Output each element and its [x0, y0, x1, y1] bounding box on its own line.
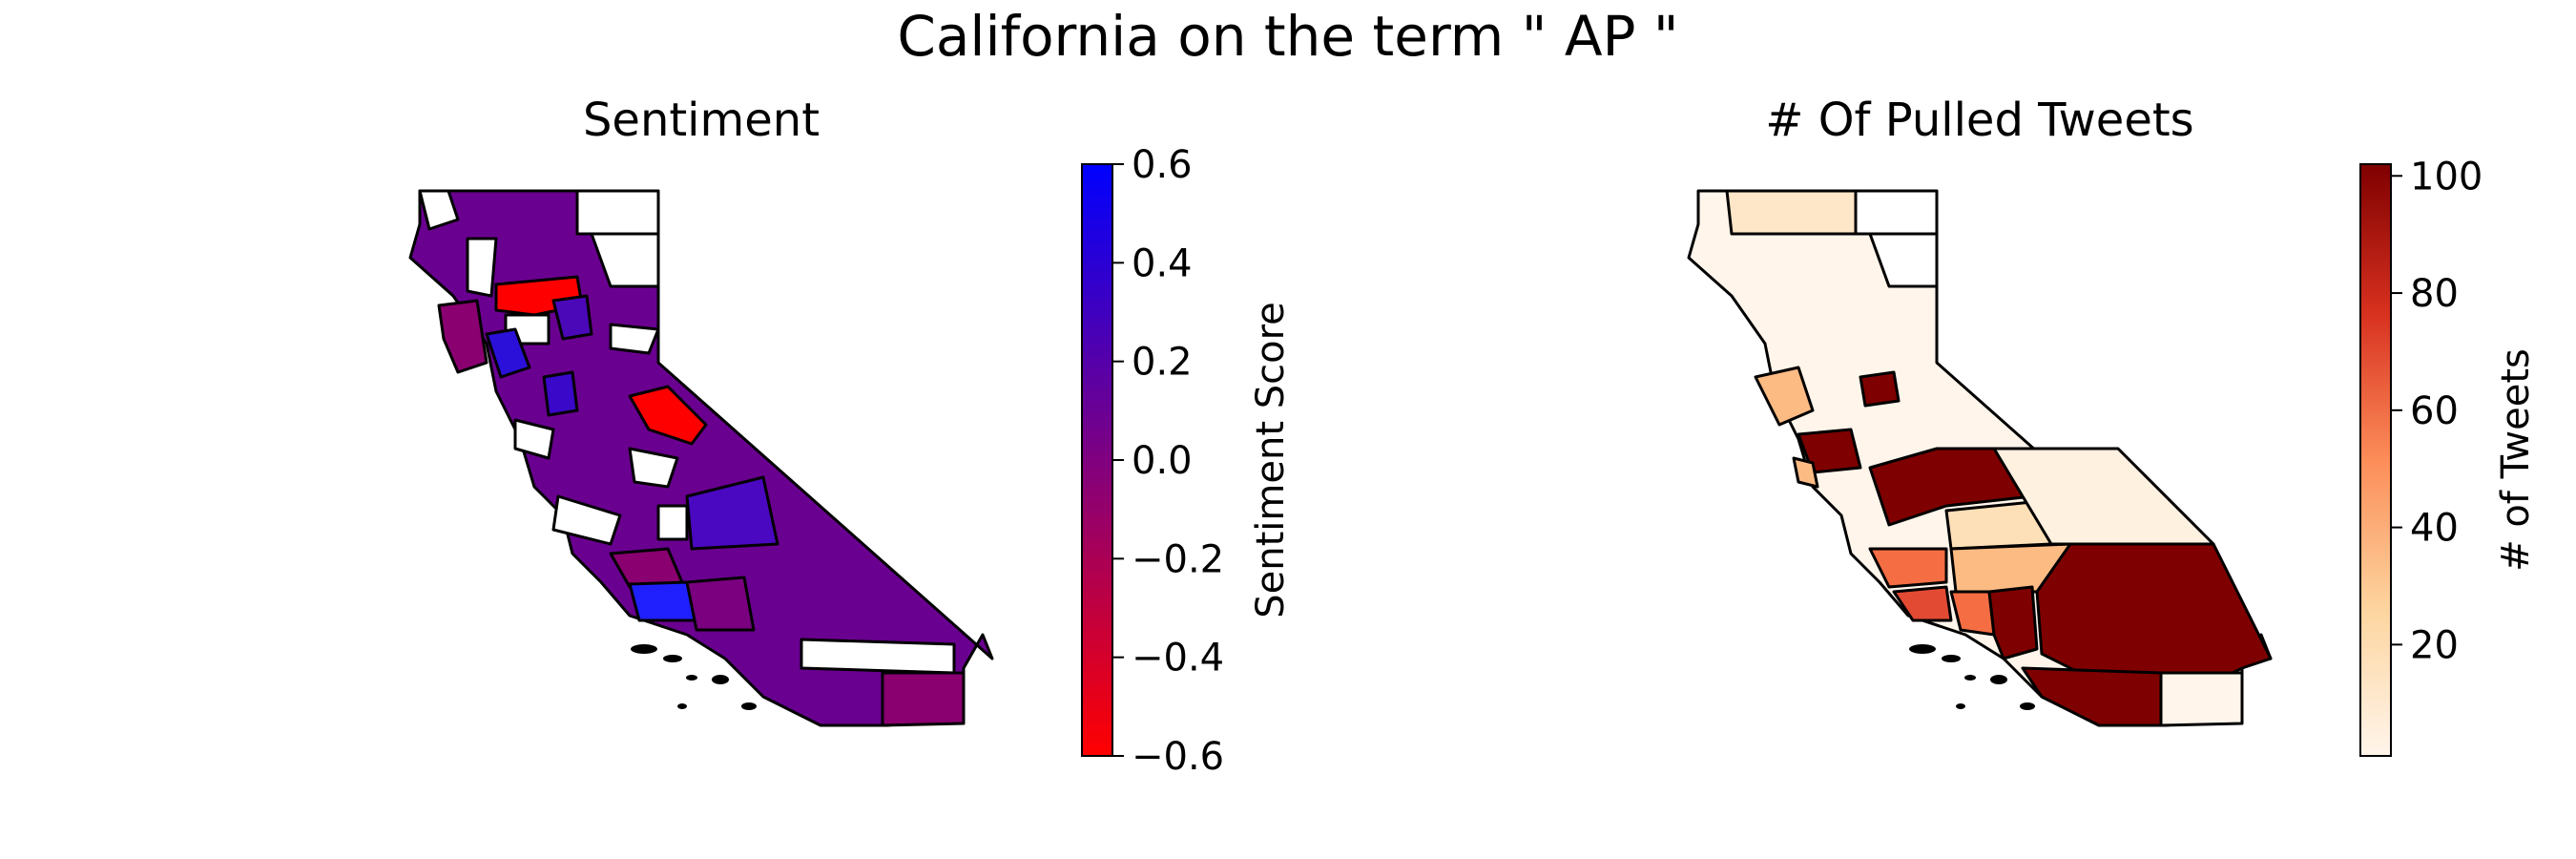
no-data-county	[466, 237, 498, 298]
tweets-colorbar-ticks: 100 80 60 40 20	[2391, 155, 2483, 667]
colorbar-tick-label: 0.0	[1132, 439, 1193, 483]
colorbar-tick-label: 20	[2410, 623, 2459, 667]
sentiment-colorbar-ticks: 0.6 0.4 0.2 0.0 −0.2 −0.4 −0.6	[1112, 143, 1224, 779]
county-butte	[551, 294, 593, 341]
no-data-county	[628, 447, 679, 489]
county-lake	[485, 327, 531, 379]
colorbar-tick-label: 0.6	[1132, 143, 1193, 187]
county-marin-area	[1754, 366, 1815, 427]
county-santa-barbara	[1868, 547, 1948, 589]
county-sutter	[542, 370, 579, 417]
county-lassen	[1868, 232, 1939, 288]
county-imperial	[881, 671, 966, 727]
county-riverside-sb	[2035, 542, 2273, 675]
sentiment-panel-title: Sentiment	[583, 94, 820, 147]
no-data-county	[800, 638, 956, 675]
county-ventura	[685, 576, 756, 632]
sentiment-map	[408, 189, 994, 727]
county-modoc	[1854, 189, 1939, 236]
colorbar-tick-label: −0.2	[1132, 537, 1224, 581]
no-data-county	[590, 232, 660, 288]
county-alpine	[628, 385, 708, 446]
tweets-panel: # Of Pulled Tweets	[1687, 94, 2538, 757]
colorbar-tick-label: −0.6	[1132, 735, 1224, 779]
county-alameda	[1797, 428, 1862, 474]
county-fresno	[685, 475, 779, 551]
colorbar-tick-label: 0.2	[1132, 341, 1193, 385]
tweets-map	[1687, 189, 2273, 727]
county-los-angeles	[1987, 585, 2039, 660]
county-siskiyou	[1725, 189, 1858, 236]
no-data-county	[418, 189, 460, 231]
no-data-county	[513, 418, 555, 460]
county-san-luis	[1892, 585, 1953, 622]
colorbar-tick-label: 60	[2410, 389, 2459, 433]
colorbar-tick-label: −0.4	[1132, 637, 1224, 681]
colorbar-tick-label: 100	[2410, 155, 2483, 199]
sentiment-panel: Sentiment	[408, 94, 1293, 779]
colorbar-tick-label: 0.4	[1132, 241, 1193, 285]
no-data-county	[575, 189, 660, 236]
tweets-colorbar-label: # of Tweets	[2494, 348, 2538, 572]
channel-islands	[1909, 644, 2035, 710]
county-san-diego	[2021, 666, 2163, 727]
sentiment-colorbar-label: Sentiment Score	[1249, 302, 1293, 618]
figure-title: California on the term " AP "	[897, 4, 1678, 69]
tweets-panel-title: # Of Pulled Tweets	[1765, 94, 2193, 147]
no-data-county	[656, 504, 689, 541]
colorbar-tick-label: 40	[2410, 507, 2459, 551]
county-san-mateo	[1792, 456, 1819, 489]
no-data-county	[609, 323, 660, 355]
county-mendocino	[437, 299, 488, 374]
colorbar-tick-label: 80	[2410, 272, 2459, 316]
county-los-angeles	[628, 580, 698, 622]
no-data-county	[551, 494, 622, 546]
channel-islands	[631, 644, 757, 710]
sentiment-colorbar: 0.6 0.4 0.2 0.0 −0.2 −0.4 −0.6 Sentiment Score	[1081, 143, 1293, 779]
county-sacramento	[1859, 370, 1901, 408]
county-imperial	[2159, 671, 2244, 727]
tweets-colorbar: 100 80 60 40 20 # of Tweets	[2359, 155, 2538, 757]
